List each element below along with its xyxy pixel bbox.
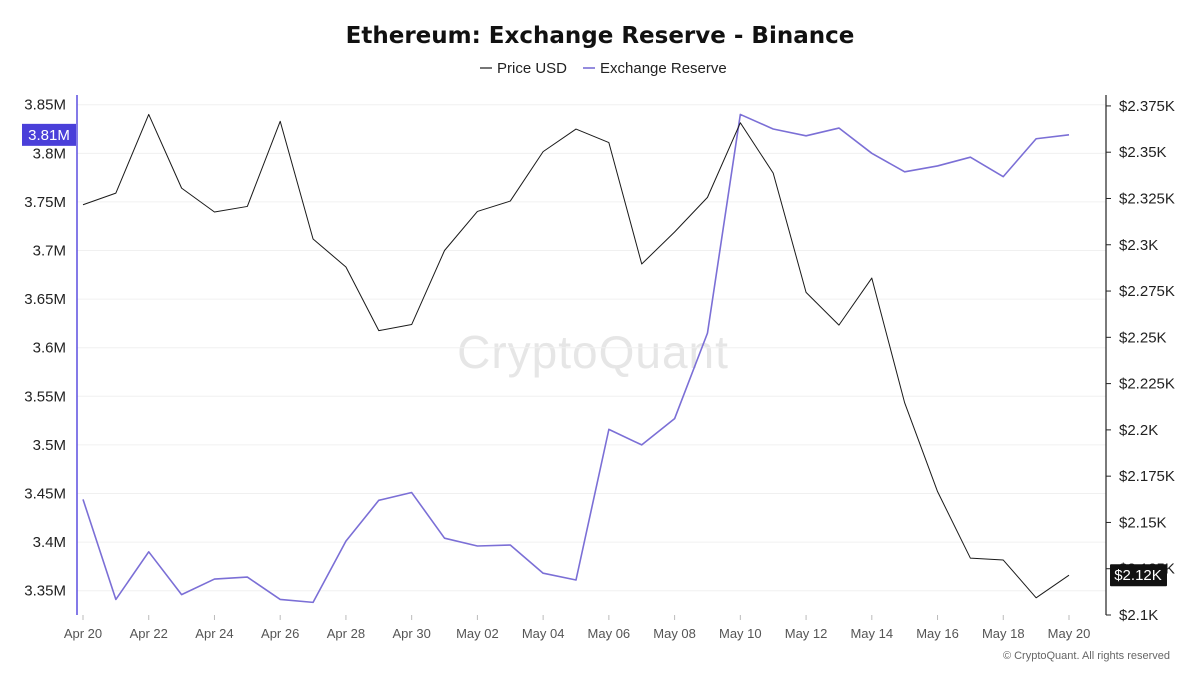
right-badge-background [1110, 564, 1167, 587]
left-tick-label: 3.65M [24, 291, 66, 308]
legend-item-reserve[interactable]: Exchange Reserve [583, 60, 727, 77]
chart-title: Ethereum: Exchange Reserve - Binance [346, 23, 855, 49]
left-tick-label: 3.35M [24, 583, 66, 600]
watermark: CryptoQuant [457, 326, 729, 378]
left-tick-label: 3.45M [24, 486, 66, 503]
x-tick-label: May 12 [785, 626, 828, 641]
copyright-notice: © CryptoQuant. All rights reserved [1003, 650, 1170, 662]
x-tick-label: Apr 30 [393, 626, 431, 641]
left-tick-label: 3.75M [24, 194, 66, 211]
x-tick-label: Apr 26 [261, 626, 299, 641]
right-tick-label: $2.2K [1119, 422, 1158, 439]
left-tick-label: 3.7M [33, 243, 66, 260]
right-tick-label: $2.175K [1119, 468, 1175, 485]
series-line-exchange-reserve [82, 113, 1070, 604]
left-badge-background [22, 123, 76, 146]
right-badge-label: $2.12K [1114, 567, 1162, 584]
left-tick-label: 3.55M [24, 388, 66, 405]
right-tick-label: $2.3K [1119, 237, 1158, 254]
left-tick-label: 3.8M [33, 145, 66, 162]
x-tick-label: May 02 [456, 626, 499, 641]
x-tick-label: Apr 20 [64, 626, 102, 641]
x-tick-label: May 10 [719, 626, 762, 641]
legend: Price USD Exchange Reserve [480, 60, 727, 77]
left-axis-ticks: 3.35M 3.4M 3.45M 3.5M 3.55M 3.6M 3.65M 3.7M 3.75… [24, 97, 66, 600]
left-current-value-badge: 3.81M [22, 123, 76, 146]
x-tick-label: May 06 [588, 626, 631, 641]
right-tick-label: $2.35K [1119, 144, 1167, 161]
left-tick-label: 3.4M [33, 534, 66, 551]
x-tick-label: May 18 [982, 626, 1025, 641]
right-axis-ticks: $2.1K$2.125K$2.15K$2.175K$2.2K$2.225K$2.… [1106, 98, 1175, 624]
legend-label-reserve: Exchange Reserve [600, 60, 727, 77]
x-tick-label: Apr 24 [195, 626, 233, 641]
series-line-price-usd [82, 113, 1070, 599]
right-tick-label: $2.375K [1119, 98, 1175, 115]
right-current-value-badge: $2.12K [1110, 564, 1167, 587]
right-tick-label: $2.1K [1119, 607, 1158, 624]
legend-item-price[interactable]: Price USD [480, 60, 567, 77]
legend-label-price: Price USD [497, 60, 567, 77]
x-tick-label: May 04 [522, 626, 565, 641]
x-tick-label: May 20 [1048, 626, 1091, 641]
x-tick-label: Apr 28 [327, 626, 365, 641]
left-badge-label: 3.81M [28, 127, 70, 144]
right-tick-label: $2.25K [1119, 329, 1167, 346]
x-axis-ticks: Apr 20 Apr 22 Apr 24 Apr 26 Apr 28 Apr 30 May … [64, 615, 1090, 641]
x-tick-label: May 16 [916, 626, 959, 641]
x-tick-label: May 08 [653, 626, 696, 641]
right-tick-label: $2.225K [1119, 376, 1175, 393]
left-tick-label: 3.6M [33, 340, 66, 357]
right-tick-label: $2.15K [1119, 514, 1167, 531]
gridlines [77, 104, 1106, 592]
right-tick-label: $2.325K [1119, 190, 1175, 207]
left-tick-label: 3.85M [24, 97, 66, 114]
x-tick-label: May 14 [850, 626, 893, 641]
left-tick-label: 3.5M [33, 437, 66, 454]
right-tick-label: $2.275K [1119, 283, 1175, 300]
x-tick-label: Apr 22 [130, 626, 168, 641]
